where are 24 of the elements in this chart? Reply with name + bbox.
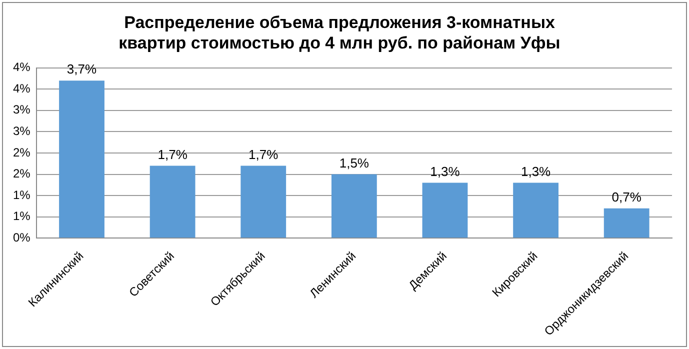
data-label: 1,7% bbox=[248, 146, 279, 162]
data-label: 1,3% bbox=[520, 164, 552, 179]
y-tick-label: 1% bbox=[13, 188, 31, 202]
bar bbox=[513, 182, 558, 238]
bar bbox=[604, 208, 650, 238]
bar bbox=[150, 166, 196, 238]
y-tick-label: 4% bbox=[13, 81, 31, 96]
y-tick-label: 3% bbox=[13, 102, 31, 117]
y-tick-label: 4% bbox=[13, 60, 31, 74]
chart-title: Распределение объема предложения 3-комнатных квартир стоимостью до 4 млн руб. по районам Уфы bbox=[118, 12, 560, 52]
y-tick-label: 0% bbox=[13, 230, 31, 244]
data-label: 1,3% bbox=[430, 164, 460, 179]
y-tick-label: 2% bbox=[13, 145, 31, 160]
data-label: 1,5% bbox=[339, 155, 370, 170]
data-label: 1,7% bbox=[158, 146, 188, 162]
data-label: 0,7% bbox=[612, 189, 642, 204]
bar bbox=[331, 174, 377, 238]
bar bbox=[59, 80, 104, 238]
y-tick-label: 3% bbox=[13, 124, 31, 138]
data-label: 3,7% bbox=[66, 62, 97, 77]
y-tick-label: 1% bbox=[13, 209, 31, 224]
bar bbox=[422, 182, 468, 238]
bar bbox=[240, 166, 286, 238]
y-tick-label: 2% bbox=[13, 166, 31, 181]
